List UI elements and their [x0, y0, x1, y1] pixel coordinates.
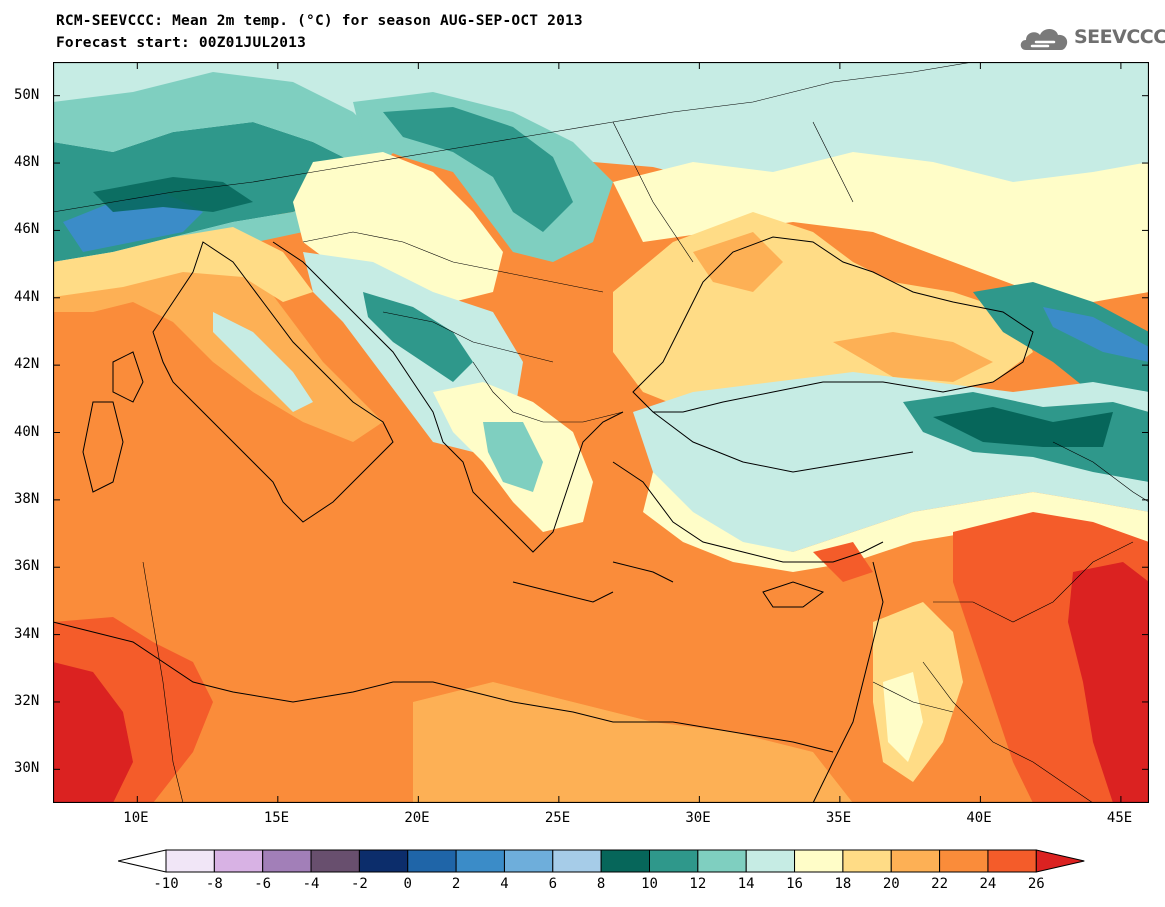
colorbar-label: 18 [834, 876, 852, 892]
lat-label: 38N [14, 490, 40, 507]
forecast-start-label: Forecast start: 00Z01JUL2013 [56, 35, 307, 51]
colorbar-cell [310, 849, 360, 873]
cloud-icon [1020, 29, 1068, 50]
lon-label: 35E [825, 810, 852, 826]
colorbar-label: 0 [403, 876, 412, 892]
colorbar-cell [890, 849, 941, 873]
country-borders [53, 62, 1149, 803]
lon-label: 15E [263, 810, 290, 826]
lat-label: 34N [14, 625, 40, 642]
map-title: RCM-SEEVCCC: Mean 2m temp. (°C) for seas… [56, 13, 583, 29]
lat-label: 30N [14, 760, 40, 777]
lat-label: 48N [14, 154, 40, 171]
colorbar-label: 12 [689, 876, 707, 892]
colorbar [118, 849, 1085, 873]
colorbar-label: 22 [931, 876, 949, 892]
lat-label: 50N [14, 86, 40, 103]
colorbar-label: 26 [1027, 876, 1045, 892]
temp-zone-26-plus-middle-east [1068, 562, 1149, 803]
colorbar-label: 24 [979, 876, 997, 892]
colorbar-cell [697, 849, 747, 873]
colorbar-cell [987, 849, 1037, 873]
temperature-map [53, 62, 1149, 803]
colorbar-cell [600, 849, 650, 873]
colorbar-cell [455, 849, 505, 873]
colorbar-cell [552, 849, 602, 873]
colorbar-cell [649, 849, 699, 873]
colorbar-label: 8 [596, 876, 606, 892]
lon-label: 40E [966, 810, 992, 826]
seevccc-logo: SEEVCCC [1018, 24, 1165, 54]
axis-ticks [53, 62, 1149, 803]
colorbar-label: 14 [737, 876, 755, 892]
lon-label: 25E [544, 810, 571, 826]
temp-zone-20-22-black-sea [693, 232, 993, 382]
colorbar-lower-triangle [118, 849, 167, 873]
colorbar-cell [794, 849, 844, 873]
lat-label: 32N [14, 692, 40, 709]
colorbar-label: 6 [548, 876, 558, 892]
temp-zone-4-8-caucasus-core [1043, 307, 1149, 362]
temp-zone-12-14-greece [483, 422, 543, 492]
lon-label: 30E [685, 810, 711, 826]
temp-zone-14-16-italy-spine [213, 312, 313, 412]
lat-label: 46N [14, 221, 40, 238]
lat-label: 36N [14, 558, 40, 575]
temp-zone-16-18-east [613, 152, 1149, 302]
colorbar-cell [165, 849, 215, 873]
temp-zone-16-18-jordan [883, 672, 923, 762]
lon-label: 10E [123, 810, 149, 826]
temp-zone-10-12-balkans-core [363, 292, 473, 382]
colorbar-label: -10 [153, 876, 179, 892]
lon-label: 45E [1106, 810, 1133, 826]
colorbar-label: 20 [882, 876, 900, 892]
logo-text: SEEVCCC [1074, 26, 1165, 48]
temp-zone-8-10-anatolia-east [933, 407, 1113, 447]
lon-label: 20E [404, 810, 430, 826]
colorbar-cell [262, 849, 312, 873]
colorbar-label: 10 [641, 876, 658, 892]
colorbar-cell [407, 849, 457, 873]
temp-zone-16-20-italy-north [53, 227, 313, 302]
colorbar-label: 2 [451, 876, 461, 892]
temp-zone-10-12-carpathians-core [383, 107, 573, 232]
temp-zone-24-26-cyprus [813, 542, 873, 582]
colorbar-cell [213, 849, 264, 873]
colorbar-label: -6 [254, 876, 272, 892]
temp-zone-20-22-egypt [413, 682, 853, 803]
lat-label: 40N [14, 423, 40, 440]
colorbar-label: 4 [500, 876, 509, 892]
lat-label: 42N [14, 356, 40, 373]
colorbar-label: -8 [205, 876, 223, 892]
lat-label: 44N [14, 288, 40, 305]
colorbar-cell [503, 849, 554, 873]
colorbar-cell [842, 849, 892, 873]
coastlines [53, 236, 1034, 803]
colorbar-cell [358, 849, 409, 873]
temp-zone-26-plus-libya [53, 662, 133, 803]
colorbar-label: -2 [350, 876, 368, 892]
colorbar-label: 16 [786, 876, 803, 892]
colorbar-upper-triangle [1035, 849, 1085, 873]
colorbar-cell [939, 849, 989, 873]
colorbar-label: -4 [302, 876, 320, 892]
temp-zone-16-20-anatolia-south [643, 472, 1149, 572]
colorbar-cell [745, 849, 796, 873]
temp-zone-8-10-alps [93, 177, 253, 212]
